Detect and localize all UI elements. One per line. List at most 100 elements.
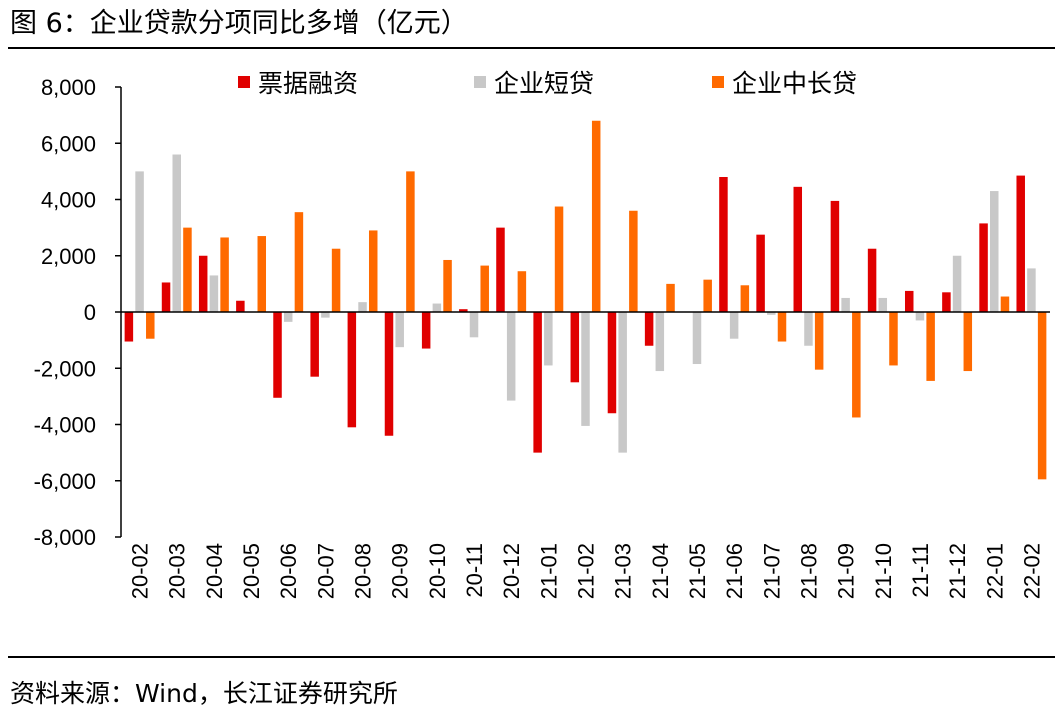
x-tick-label: 21-07 [759,543,784,599]
x-tick-label: 21-12 [945,543,970,599]
bar-企业短贷-20-04 [210,275,219,312]
legend-label-票据融资: 票据融资 [258,70,358,98]
bar-企业中长贷-20-08 [369,230,378,312]
bar-企业中长贷-20-07 [332,249,341,312]
bar-票据融资-20-09 [385,312,394,436]
x-tick-label: 20-05 [239,543,264,599]
x-tick-label: 20-03 [165,543,190,599]
bar-企业中长贷-22-01 [1001,297,1010,312]
x-tick-label: 21-11 [908,543,933,598]
bar-票据融资-21-07 [756,235,765,312]
legend-swatch-票据融资 [238,76,250,88]
bar-票据融资-22-01 [979,223,988,312]
chart-axes [115,87,1050,537]
legend-swatch-企业短贷 [474,76,486,88]
bar-企业短贷-21-02 [581,312,590,426]
x-tick-label: 21-02 [574,543,599,599]
bar-企业短贷-20-11 [470,312,479,337]
bar-企业中长贷-20-06 [295,212,304,312]
bar-chart: 票据融资 企业短贷 企业中长贷 8,000 6,000 4,000 2,000 0 -2,00… [0,0,1063,660]
bar-票据融资-22-02 [1016,176,1025,312]
bar-企业短贷-22-01 [990,191,999,312]
bar-票据融资-21-11 [905,291,914,312]
x-tick-label: 20-07 [313,543,338,599]
bar-票据融资-20-04 [199,256,208,312]
bar-企业中长贷-20-11 [480,266,489,312]
x-tick-label: 21-06 [722,543,747,599]
bar-企业中长贷-21-01 [555,207,564,312]
bar-票据融资-21-08 [794,187,803,312]
bar-企业短贷-21-06 [730,312,739,339]
bar-企业中长贷-20-05 [258,236,267,312]
bar-票据融资-20-02 [125,312,134,342]
source-divider [8,656,1055,658]
x-tick-label: 21-09 [834,543,859,599]
bar-企业中长贷-21-08 [815,312,824,370]
bar-票据融资-20-12 [496,228,505,312]
bar-企业中长贷-21-05 [703,280,712,312]
bar-企业中长贷-21-02 [592,121,601,312]
x-tick-label: 22-01 [982,543,1007,599]
bar-企业中长贷-20-10 [443,260,452,312]
bar-企业中长贷-21-07 [778,312,787,342]
bar-企业中长贷-21-04 [666,284,675,312]
bar-企业短贷-21-10 [879,298,888,312]
legend-label-企业中长贷: 企业中长贷 [732,70,857,98]
y-tick-label: 4,000 [41,188,96,213]
y-tick-label: -2,000 [34,356,96,381]
bar-企业短贷-20-07 [321,312,330,318]
y-axis-tick-labels: 8,000 6,000 4,000 2,000 0 -2,000 -4,000 -6,000 -… [34,75,96,550]
bar-票据融资-20-07 [310,312,319,377]
bar-票据融资-21-04 [645,312,654,346]
bar-企业中长贷-21-06 [741,285,750,312]
y-tick-label: 2,000 [41,244,96,269]
bar-票据融资-20-05 [236,301,245,312]
bar-企业短贷-20-12 [507,312,516,401]
bar-企业短贷-21-11 [916,312,925,320]
bar-企业短贷-21-03 [618,312,627,453]
bar-票据融资-20-06 [273,312,282,398]
bar-票据融资-21-06 [719,177,728,312]
bar-票据融资-20-10 [422,312,431,349]
y-tick-label: 6,000 [41,131,96,156]
bar-企业短贷-20-02 [135,171,144,312]
y-tick-label: 0 [84,300,96,325]
x-tick-label: 21-03 [611,543,636,599]
x-tick-label: 21-01 [536,543,561,599]
bar-企业短贷-21-05 [693,312,702,364]
y-tick-label: -4,000 [34,413,96,438]
x-tick-label: 20-06 [276,543,301,599]
y-tick-label: -8,000 [34,525,96,550]
x-tick-label: 21-10 [871,543,896,599]
legend-swatch-企业中长贷 [712,76,724,88]
x-tick-label: 20-02 [128,543,153,599]
bar-企业短贷-21-09 [841,298,850,312]
bar-企业中长贷-21-09 [852,312,861,417]
bar-企业中长贷-21-03 [629,211,638,312]
x-axis-tick-labels: 20-02 20-03 20-04 20-05 20-06 20-07 20-08 20-09… [128,543,1045,599]
x-tick-label: 22-02 [1019,543,1044,599]
y-tick-label: 8,000 [41,75,96,100]
bar-企业短贷-20-03 [172,155,181,313]
bar-企业短贷-20-06 [284,312,293,322]
bar-企业短贷-20-09 [395,312,404,347]
bar-企业中长贷-22-02 [1038,312,1047,479]
bar-票据融资-21-09 [831,201,840,312]
bar-票据融资-21-01 [533,312,542,453]
x-tick-label: 20-08 [351,543,376,599]
chart-legend: 票据融资 企业短贷 企业中长贷 [238,70,857,98]
bar-企业短贷-21-01 [544,312,553,365]
bar-票据融资-20-03 [162,282,171,312]
bar-票据融资-21-03 [608,312,617,413]
legend-label-企业短贷: 企业短贷 [494,70,594,98]
bar-企业短贷-20-10 [433,304,442,312]
bar-企业短贷-20-08 [358,302,367,312]
bar-企业中长贷-20-04 [220,237,229,312]
bar-企业中长贷-21-12 [964,312,973,371]
x-tick-label: 20-04 [202,543,227,599]
bar-票据融资-21-02 [571,312,580,382]
x-tick-label: 20-12 [499,543,524,599]
bar-票据融资-20-08 [348,312,357,427]
bar-group [125,121,1047,480]
bar-企业中长贷-20-03 [183,228,192,312]
